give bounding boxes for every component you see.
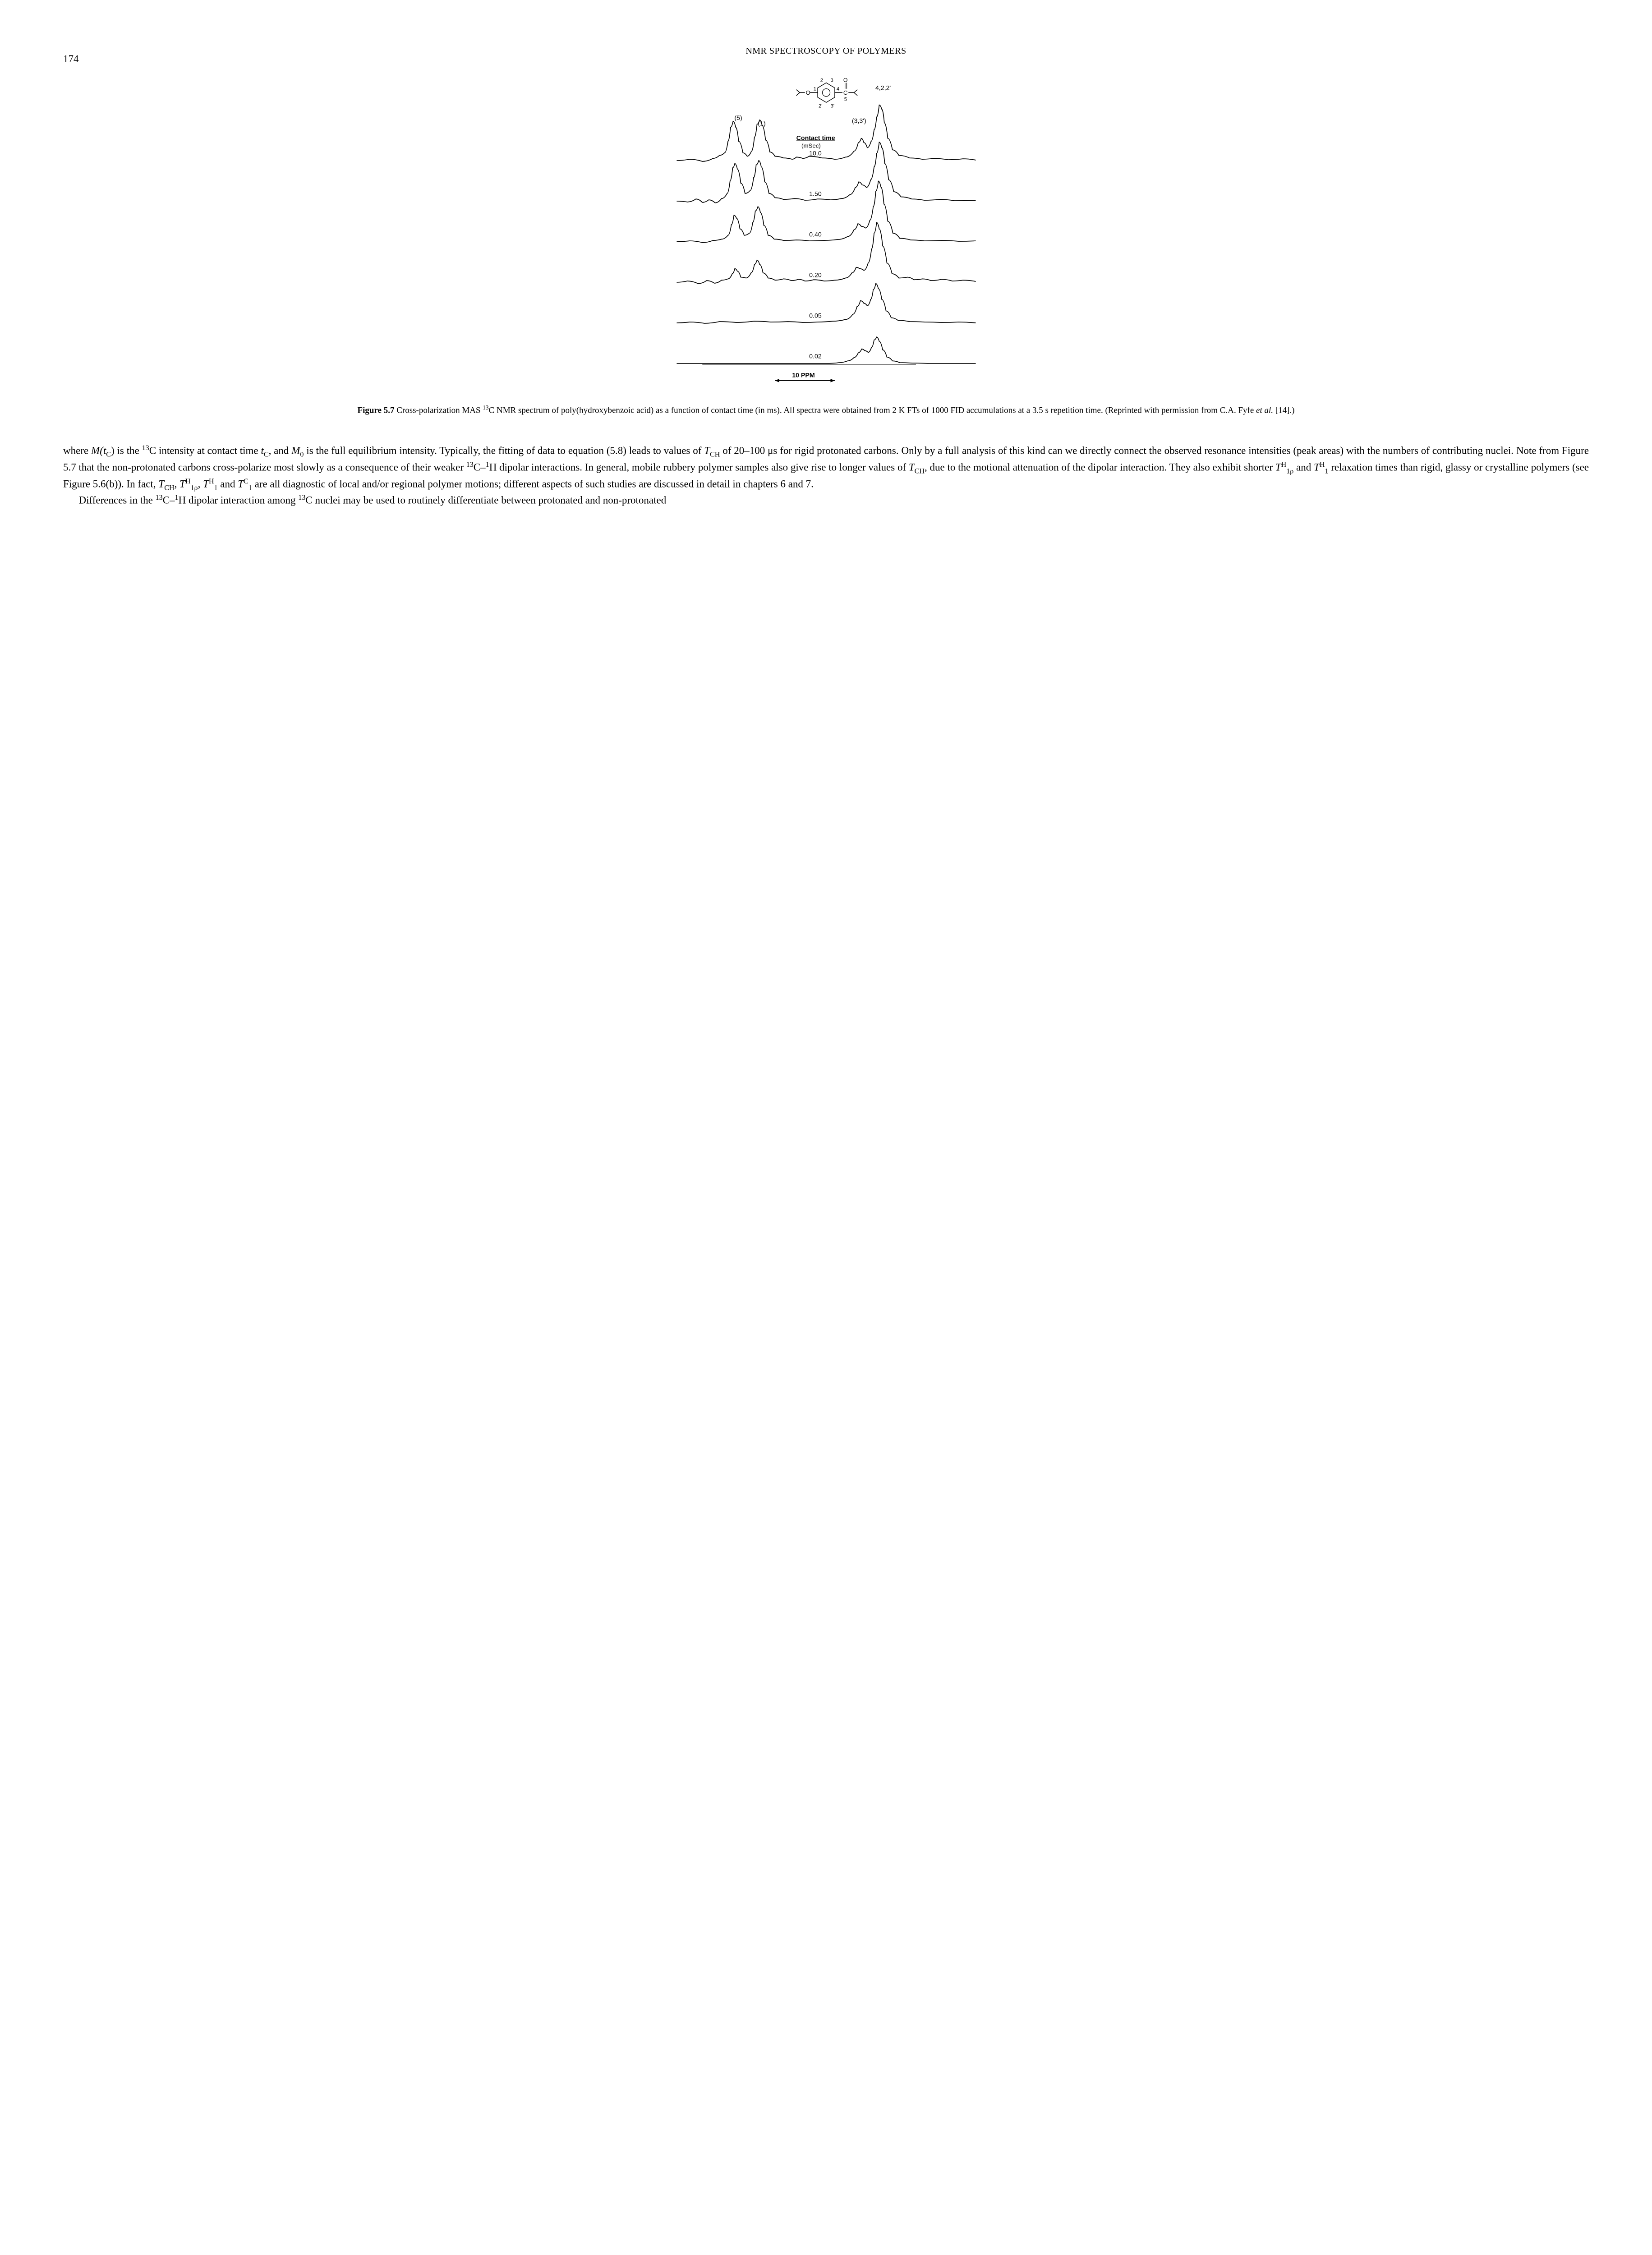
p1b: is the [115, 445, 142, 456]
spectrum-trace [676, 284, 976, 323]
caption-t2: C NMR spectrum of poly(hydroxybenzoic ac… [489, 405, 1256, 415]
spectrum-trace [676, 142, 976, 203]
p1n: and [218, 478, 238, 489]
p1e: is the full equilibrium intensity. Typic… [304, 445, 704, 456]
running-head: NMR SPECTROSCOPY OF POLYMERS [63, 45, 1589, 57]
peak-label-5: (5) [734, 115, 742, 122]
tcsub: C [264, 451, 269, 458]
t1rhosub: 1ρ [1286, 467, 1293, 475]
spectra-svg: O C O 1 2 3 4 5 2' 3' 10.0 1.50 0.40 0.20 0.… [664, 71, 989, 396]
p1j: and [1293, 461, 1314, 473]
mol-2p: 2' [818, 103, 822, 109]
t1rho: T [1275, 461, 1281, 473]
caption-label: Figure 5.7 [358, 405, 395, 415]
tch3: T [158, 478, 164, 489]
p1a: where [63, 445, 91, 456]
t1csub: 1 [248, 484, 252, 492]
t1rho2sub: 1ρ [190, 484, 198, 492]
mol-3p: 3' [830, 103, 834, 109]
t1rhosup: H [1281, 461, 1287, 469]
tch: T [704, 445, 710, 456]
t1h2sub: 1 [214, 484, 217, 492]
sup1a: 1 [486, 461, 489, 469]
mol-4: 4 [836, 87, 839, 92]
mol-O-left: O [805, 89, 810, 96]
sup13b: 13 [466, 461, 474, 469]
tch2: T [909, 461, 915, 473]
p2c: H dipolar interaction among [179, 495, 299, 506]
sup13a: 13 [142, 444, 149, 452]
mol-3: 3 [830, 78, 833, 83]
t1csup: C [244, 478, 248, 485]
p1g: C– [474, 461, 486, 473]
contact-time-value: 10.0 [809, 150, 822, 157]
caption-etal: et al. [1256, 405, 1273, 415]
sup13c: 13 [156, 494, 163, 502]
mol-2: 2 [820, 78, 823, 83]
tchsub: CH [710, 451, 720, 458]
p1m: , [198, 478, 203, 489]
sup1b: 1 [175, 494, 179, 502]
spectrum-trace [676, 181, 976, 242]
t1h2sup: H [209, 478, 214, 485]
sup13d: 13 [298, 494, 305, 502]
p1l: , [175, 478, 180, 489]
caption-sup1: 13 [483, 404, 488, 411]
peak-label-422: 4,2,2' [875, 85, 890, 92]
p2d: C nuclei may be used to routinely differ… [305, 495, 666, 506]
mol-1: 1 [813, 87, 816, 92]
contact-time-value: 0.20 [809, 272, 822, 279]
tch2sub: CH [915, 467, 925, 475]
body-text: where M(tC) is the 13C intensity at cont… [63, 443, 1589, 508]
m0: M [291, 445, 300, 456]
t1c: T [238, 478, 244, 489]
t1h: T [1314, 461, 1320, 473]
p1h: H dipolar interactions. In general, mobi… [489, 461, 909, 473]
tch3sub: CH [164, 484, 174, 492]
peak-label-33: (3,3') [851, 118, 866, 125]
scale-bar-label: 10 PPM [792, 372, 815, 379]
m-tc-close: ) [111, 445, 115, 456]
contact-time-value: 0.40 [809, 231, 822, 239]
p1c: C intensity at contact time [149, 445, 261, 456]
p2a: Differences in the [79, 495, 156, 506]
spectrum-trace [676, 105, 976, 161]
peak-label-1: (1) [758, 120, 765, 127]
figure-5-7: O C O 1 2 3 4 5 2' 3' 10.0 1.50 0.40 0.20 0.… [63, 71, 1589, 443]
contact-time-unit: (mSec) [801, 143, 821, 149]
caption-t3: [14].) [1273, 405, 1294, 415]
caption-t1: Cross-polarization MAS [394, 405, 483, 415]
p1i: , due to the motional attenuation of the… [925, 461, 1275, 473]
spectrum-trace [676, 337, 976, 364]
paragraph-1: where M(tC) is the 13C intensity at cont… [63, 443, 1589, 493]
contact-time-value: 0.02 [809, 353, 822, 360]
p1d: , and [269, 445, 292, 456]
p1o: are all diagnostic of local and/or regio… [252, 478, 814, 489]
p2b: C– [163, 495, 175, 506]
mol-5: 5 [844, 97, 847, 102]
m-tc: M(t [91, 445, 106, 456]
t1rho2sup: H [185, 478, 191, 485]
mol-O-top: O [843, 77, 847, 83]
t1hsup: H [1320, 461, 1325, 469]
figure-caption: Figure 5.7 Cross-polarization MAS 13C NM… [358, 404, 1295, 416]
page-number: 174 [63, 52, 79, 66]
t1h2: T [203, 478, 209, 489]
contact-time-value: 1.50 [809, 191, 822, 198]
spectrum-trace [676, 222, 976, 283]
contact-time-label: Contact time [796, 134, 835, 142]
contact-time-value: 0.05 [809, 313, 822, 320]
t1rho2: T [179, 478, 185, 489]
scale-bar: 10 PPM [775, 372, 835, 382]
mol-C: C [843, 89, 847, 96]
m-tc-sub: C [106, 451, 111, 458]
paragraph-2: Differences in the 13C–1H dipolar intera… [63, 493, 1589, 508]
molecule-structure: O C O 1 2 3 4 5 2' 3' [796, 77, 857, 109]
